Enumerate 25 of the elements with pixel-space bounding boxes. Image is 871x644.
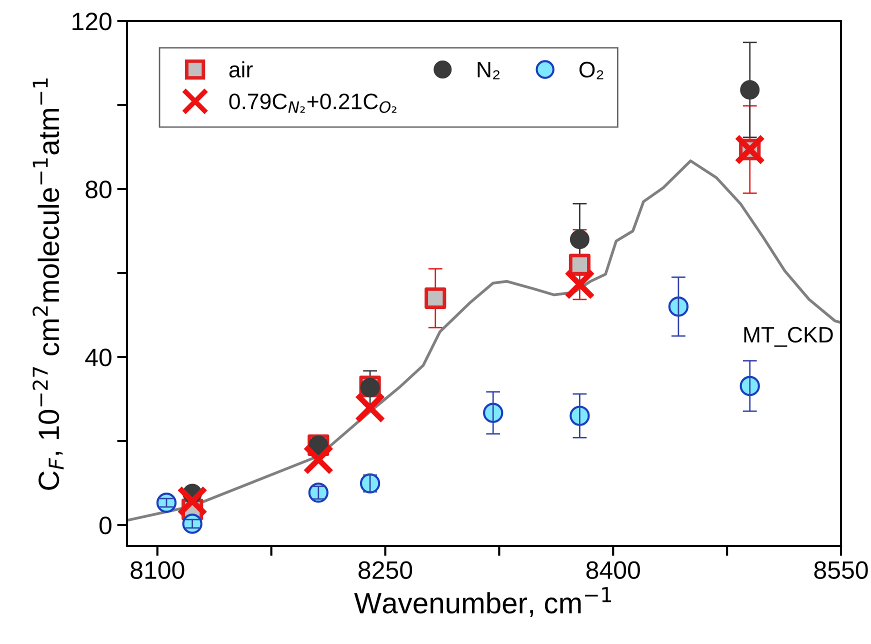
y-tick-label: 0: [99, 516, 112, 534]
point: [564, 268, 596, 300]
series-label: MT_CKD: [744, 326, 833, 347]
x-tick-label: 8250: [358, 561, 412, 579]
y-tick-label: 120: [72, 12, 112, 30]
point: [424, 287, 446, 309]
point: [303, 444, 334, 475]
point: [176, 486, 208, 516]
text: C$_{F}$, 10$^{−27}$ cm$^{2}$molecule$^{−1}$atm$^{−1}$: [32, 78, 64, 490]
x-tick-label: 8100: [130, 561, 184, 579]
legend-label: O₂: [579, 62, 604, 80]
point: [668, 296, 689, 317]
point: [740, 80, 760, 100]
x-tick-label: 8400: [586, 561, 640, 579]
x-tick-label: 8550: [814, 561, 868, 579]
y-tick-label: 80: [86, 180, 112, 198]
line-series: [127, 159, 841, 522]
x-axis-title: Wavenumber, cm$^{−1}$: [354, 587, 612, 617]
y-tick-label: 40: [85, 348, 112, 366]
point: [570, 230, 590, 250]
legend-label: 0.79C$_{N₂}$+0.21C$_{O₂}$: [229, 94, 396, 113]
point: [568, 254, 590, 276]
point: [354, 392, 386, 424]
legend-label: N₂: [478, 62, 500, 80]
legend-label: air: [229, 61, 253, 78]
